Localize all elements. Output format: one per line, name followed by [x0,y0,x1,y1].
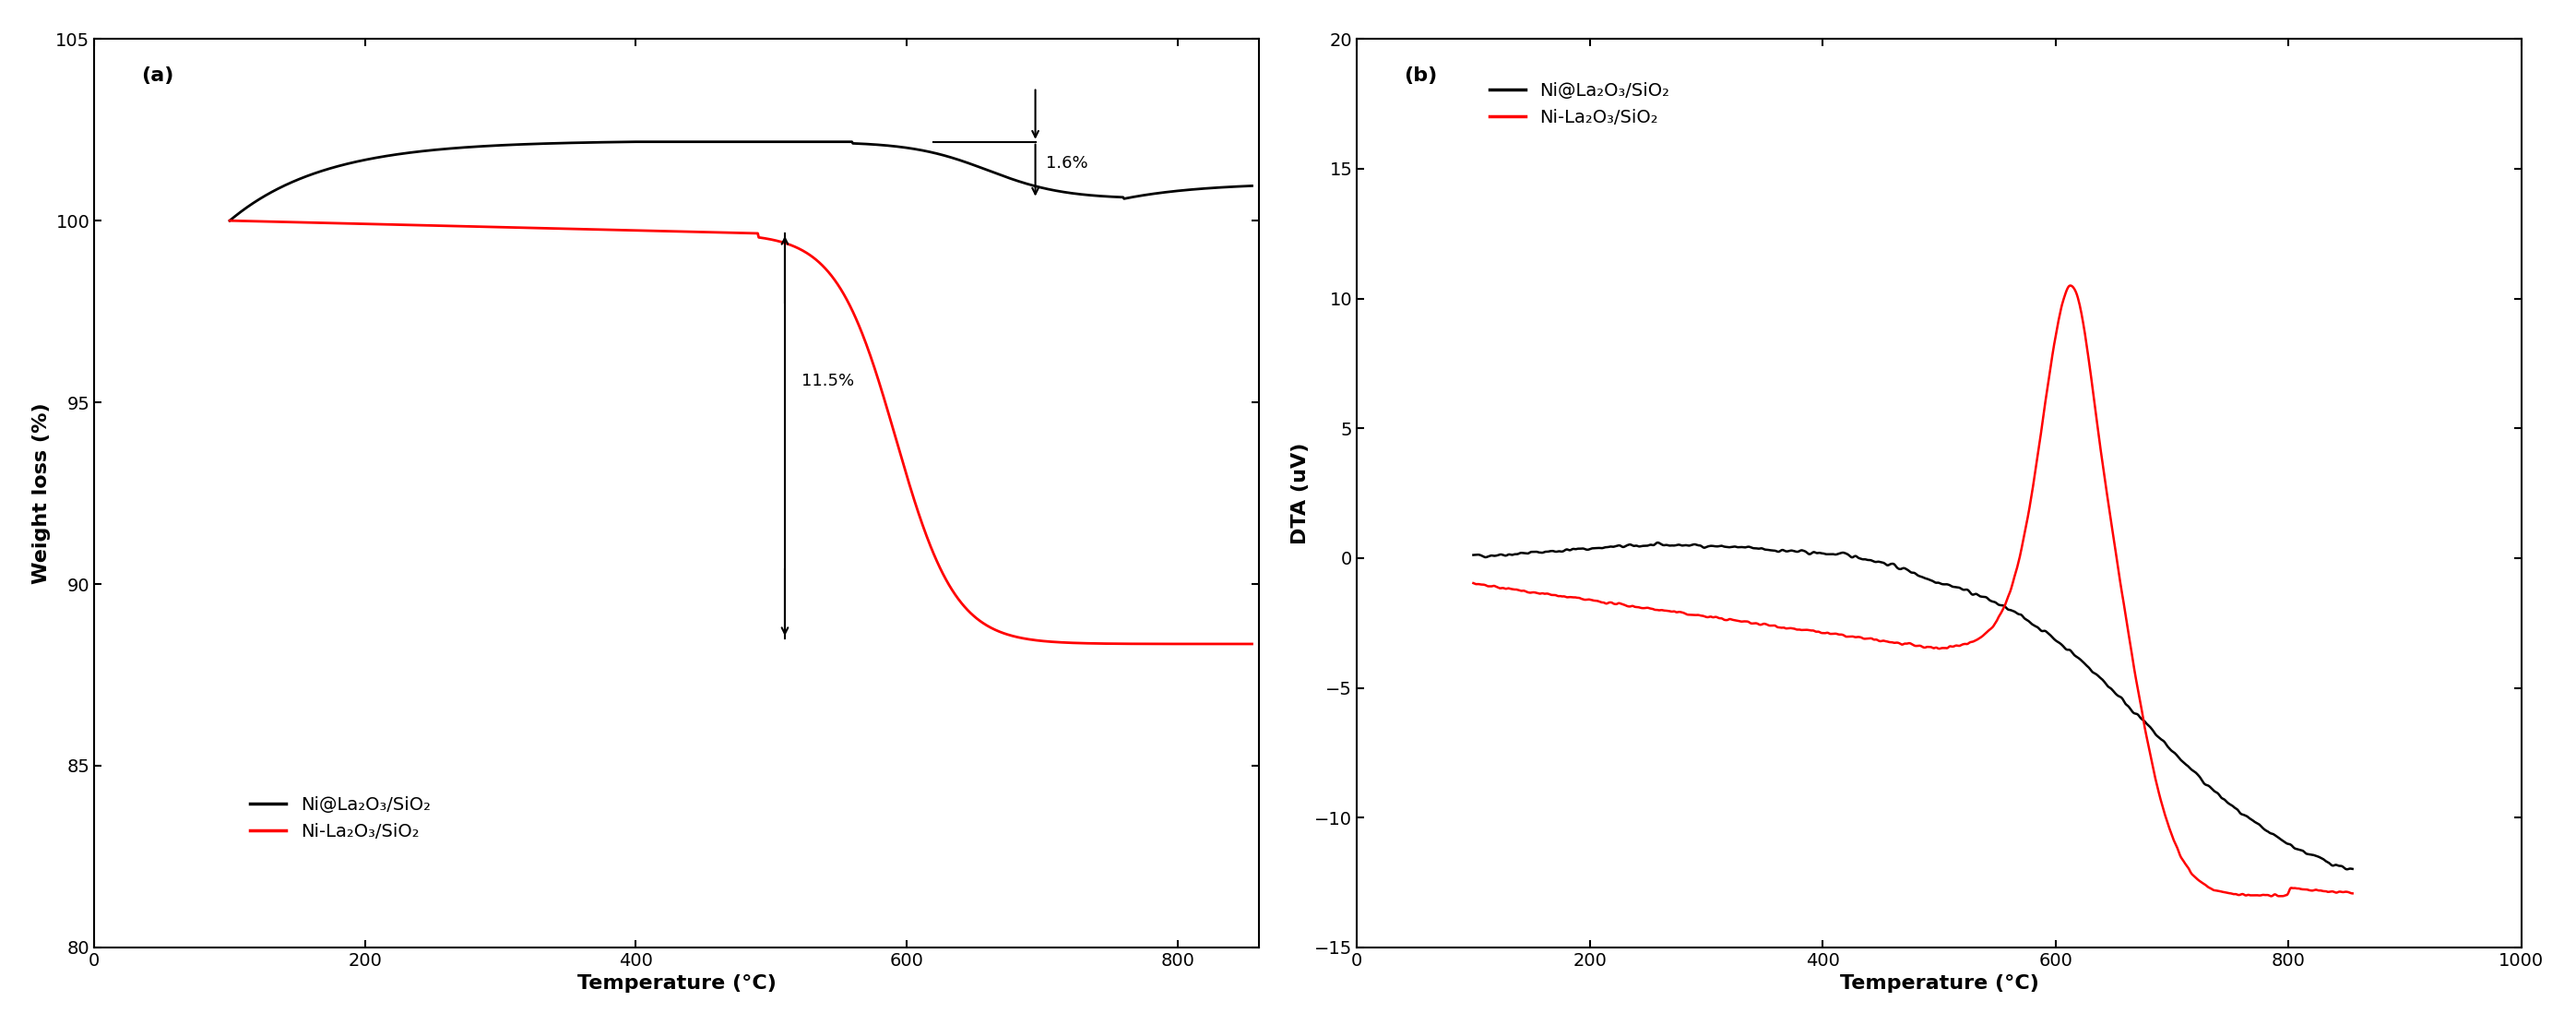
Text: (a): (a) [142,67,173,85]
Legend: Ni@La₂O₃/SiO₂, Ni-La₂O₃/SiO₂: Ni@La₂O₃/SiO₂, Ni-La₂O₃/SiO₂ [1481,75,1677,133]
Text: (b): (b) [1404,67,1437,85]
Y-axis label: Weight loss (%): Weight loss (%) [31,403,52,584]
Y-axis label: DTA (uV): DTA (uV) [1291,442,1309,544]
Legend: Ni@La₂O₃/SiO₂, Ni-La₂O₃/SiO₂: Ni@La₂O₃/SiO₂, Ni-La₂O₃/SiO₂ [242,789,438,848]
X-axis label: Temperature (°C): Temperature (°C) [1839,975,2038,993]
X-axis label: Temperature (°C): Temperature (°C) [577,975,775,993]
Text: 11.5%: 11.5% [801,373,853,390]
Text: 1.6%: 1.6% [1046,155,1087,171]
